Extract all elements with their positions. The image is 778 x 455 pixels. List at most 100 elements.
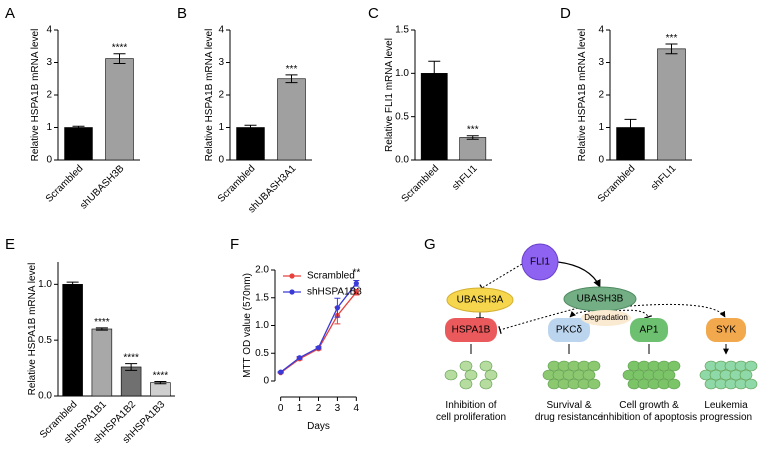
- x-tick-label: Scrambled: [216, 163, 258, 205]
- outcome-arrows: [470, 344, 726, 354]
- panel-letter: G: [424, 236, 436, 253]
- bar: [277, 78, 306, 161]
- significance: ****: [153, 370, 169, 381]
- node-label: UBASH3A: [457, 295, 504, 306]
- bar: [120, 366, 142, 397]
- series-line: [280, 291, 357, 374]
- bar: [64, 127, 93, 161]
- point: [334, 305, 341, 311]
- y-tick-label: 3: [218, 57, 224, 68]
- node-syk: [706, 318, 746, 342]
- x-tick-label: Scrambled: [596, 163, 638, 205]
- y-tick-label: 0.0: [38, 391, 52, 402]
- significance: ****: [112, 43, 128, 54]
- y-tick-label: 1: [46, 122, 52, 133]
- y-tick-label: 0.5: [38, 335, 52, 346]
- y-tick-label: 4: [46, 25, 52, 36]
- y-tick-label: 1.5: [395, 25, 409, 36]
- panel-letter: C: [368, 5, 379, 22]
- outcome-label: cell proliferation: [436, 412, 506, 423]
- x-tick-label: 1: [297, 403, 303, 414]
- error-bar: [285, 74, 298, 84]
- significance: **: [352, 268, 360, 279]
- node-label: AP1: [640, 325, 659, 336]
- error-bar: [154, 380, 167, 385]
- node-ubash3a: [446, 287, 514, 313]
- node-label: FLI1: [530, 257, 550, 268]
- node-fli1: [521, 243, 559, 281]
- outcome-label: Leukemia: [704, 400, 748, 411]
- outcome-label: inhibition of apoptosis: [601, 412, 697, 423]
- y-tick-label: 1.0: [395, 68, 409, 79]
- y-tick-label: 4: [598, 25, 604, 36]
- y-tick-label: 0: [218, 155, 224, 166]
- bar: [420, 73, 448, 161]
- error-bar: [72, 125, 85, 130]
- y-tick-label: 1.0: [38, 279, 52, 290]
- outcome-label: progression: [700, 412, 752, 423]
- y-tick-label: 1: [218, 122, 224, 133]
- inhibit-edge: [479, 263, 523, 292]
- panel-letter: D: [560, 5, 571, 22]
- node-label: HSPA1B: [452, 325, 491, 336]
- panel-letter: A: [5, 5, 15, 22]
- legend-marker: [289, 273, 295, 279]
- cell: [484, 369, 498, 381]
- outcome-label: Cell growth &: [619, 400, 679, 411]
- x-tick-label: shFLI1: [450, 163, 480, 193]
- chart-panel: D 0 1 2 3 4 Relative HSPA1B mRNA level Scramble…: [560, 5, 692, 205]
- outcome-label: drug resistance: [535, 412, 604, 423]
- significance: ***: [666, 33, 678, 44]
- y-tick-label: 4: [218, 25, 224, 36]
- cell: [667, 360, 681, 372]
- bar: [105, 58, 134, 161]
- y-tick-label: 1: [598, 122, 604, 133]
- cell: [459, 378, 473, 390]
- node-label: UBASH3B: [577, 294, 624, 305]
- node-label: SYK: [716, 325, 736, 336]
- y-tick-label: 1.0: [255, 320, 269, 331]
- legend-label: Scrambled: [307, 271, 355, 282]
- point: [296, 355, 303, 361]
- error-bar: [125, 363, 138, 371]
- cell: [662, 369, 676, 381]
- panel-letter: E: [5, 236, 15, 253]
- x-tick-label: Scrambled: [44, 163, 86, 205]
- y-tick-label: 0.5: [395, 111, 409, 122]
- cell: [744, 378, 758, 390]
- x-tick-label: 0: [278, 403, 284, 414]
- x-tick-label: 4: [354, 403, 360, 414]
- y-tick-label: 2: [598, 90, 604, 101]
- y-tick-label: 3: [598, 57, 604, 68]
- y-axis-title: Relative HSPA1B mRNA level: [577, 29, 588, 162]
- cell: [744, 360, 758, 372]
- error-bar: [466, 135, 479, 140]
- error-bar: [428, 60, 441, 86]
- cell: [667, 378, 681, 390]
- y-tick-label: 0: [263, 376, 269, 387]
- y-axis-title: Relative FLI1 mRNA level: [384, 38, 395, 152]
- y-tick-label: 2.0: [255, 265, 269, 276]
- cell: [444, 369, 458, 381]
- legend-label: shHSPA1B3: [307, 287, 362, 298]
- y-tick-label: 0: [598, 155, 604, 166]
- bar: [62, 284, 83, 397]
- node-label: Degradation: [584, 313, 628, 322]
- legend-marker: [289, 289, 295, 295]
- bar: [657, 48, 686, 161]
- significance: ***: [467, 125, 479, 136]
- x-tick-label: 3: [335, 403, 341, 414]
- activate-edge: [629, 303, 726, 318]
- y-tick-label: 1.5: [255, 292, 269, 303]
- x-axis-title: Days: [307, 421, 330, 432]
- bar: [91, 328, 113, 397]
- cell: [464, 369, 478, 381]
- x-tick-label: shFLI1: [649, 163, 679, 193]
- x-tick-label: 2: [316, 403, 322, 414]
- outcome-label: Survival &: [546, 400, 591, 411]
